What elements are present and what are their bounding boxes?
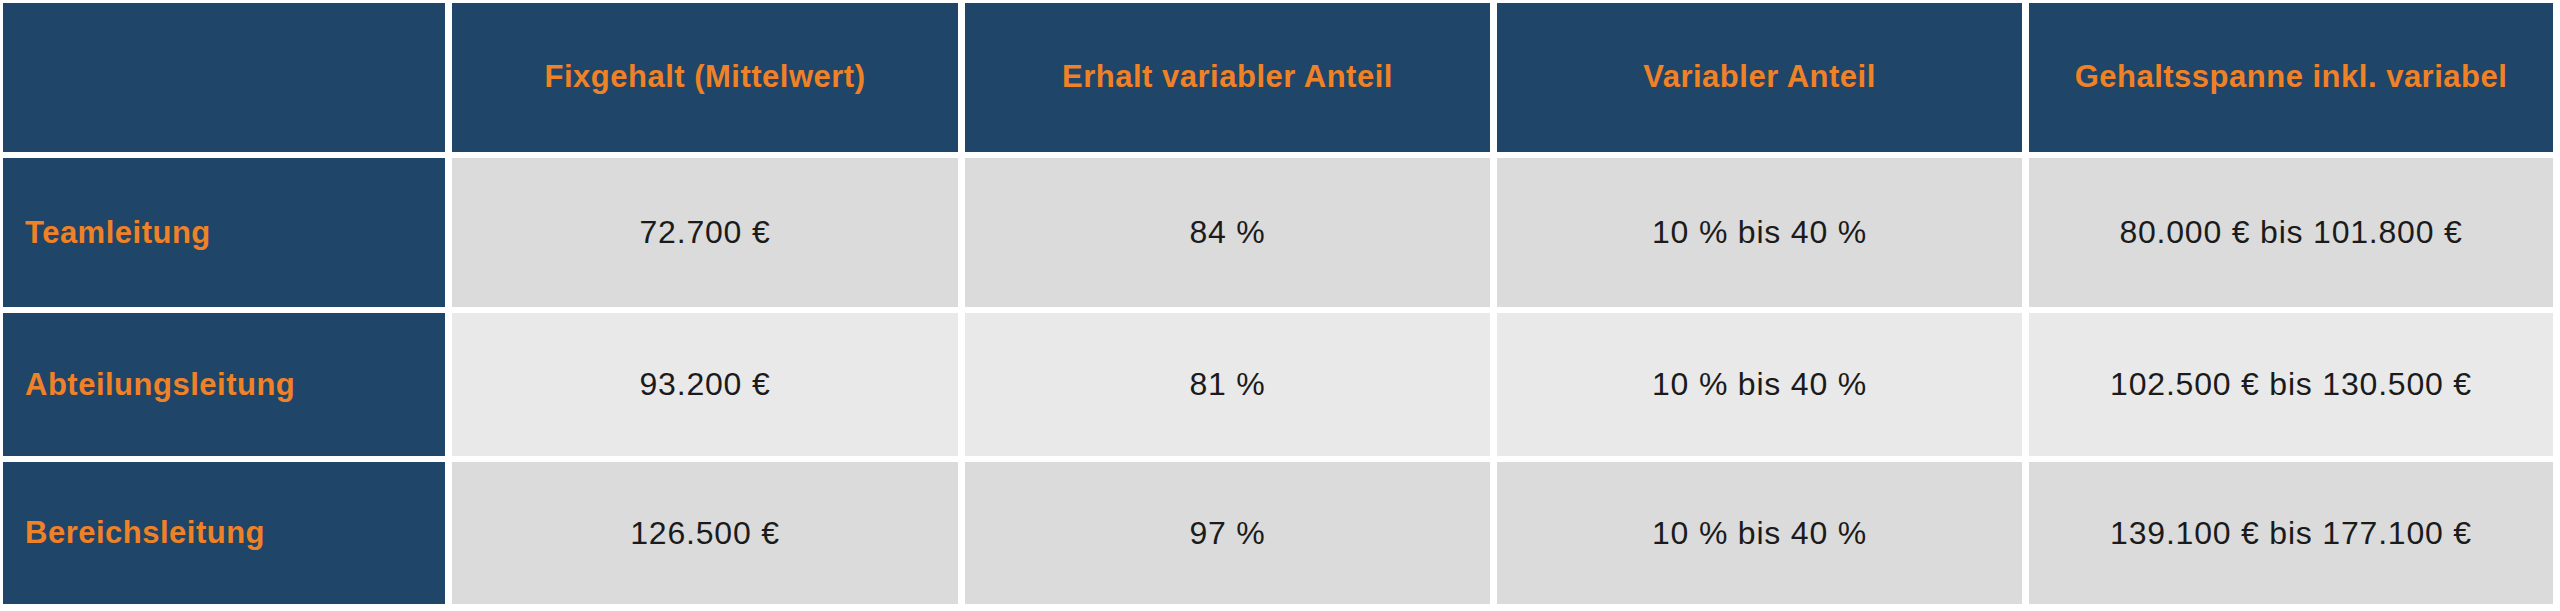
- row-label-teamleitung: Teamleitung: [3, 158, 445, 307]
- row-label-abteilungsleitung: Abteilungsleitung: [3, 313, 445, 456]
- cell-teamleitung-anteil: 10 % bis 40 %: [1497, 158, 2022, 307]
- salary-table: Fixgehalt (Mittelwert) Erhalt variabler …: [0, 0, 2560, 611]
- header-cell-variabler-anteil: Variabler Anteil: [1497, 3, 2022, 152]
- header-cell-erhalt-variabler-anteil: Erhalt variabler Anteil: [965, 3, 1490, 152]
- cell-bereichsleitung-anteil: 10 % bis 40 %: [1497, 462, 2022, 604]
- cell-teamleitung-fixgehalt: 72.700 €: [452, 158, 958, 307]
- cell-teamleitung-erhalt: 84 %: [965, 158, 1490, 307]
- cell-bereichsleitung-erhalt: 97 %: [965, 462, 1490, 604]
- header-cell-fixgehalt: Fixgehalt (Mittelwert): [452, 3, 958, 152]
- header-cell-empty: [3, 3, 445, 152]
- cell-bereichsleitung-fixgehalt: 126.500 €: [452, 462, 958, 604]
- header-cell-gehaltsspanne: Gehaltsspanne inkl. variabel: [2029, 3, 2553, 152]
- cell-abteilungsleitung-erhalt: 81 %: [965, 313, 1490, 456]
- cell-abteilungsleitung-spanne: 102.500 € bis 130.500 €: [2029, 313, 2553, 456]
- row-label-bereichsleitung: Bereichsleitung: [3, 462, 445, 604]
- cell-abteilungsleitung-anteil: 10 % bis 40 %: [1497, 313, 2022, 456]
- cell-bereichsleitung-spanne: 139.100 € bis 177.100 €: [2029, 462, 2553, 604]
- cell-teamleitung-spanne: 80.000 € bis 101.800 €: [2029, 158, 2553, 307]
- cell-abteilungsleitung-fixgehalt: 93.200 €: [452, 313, 958, 456]
